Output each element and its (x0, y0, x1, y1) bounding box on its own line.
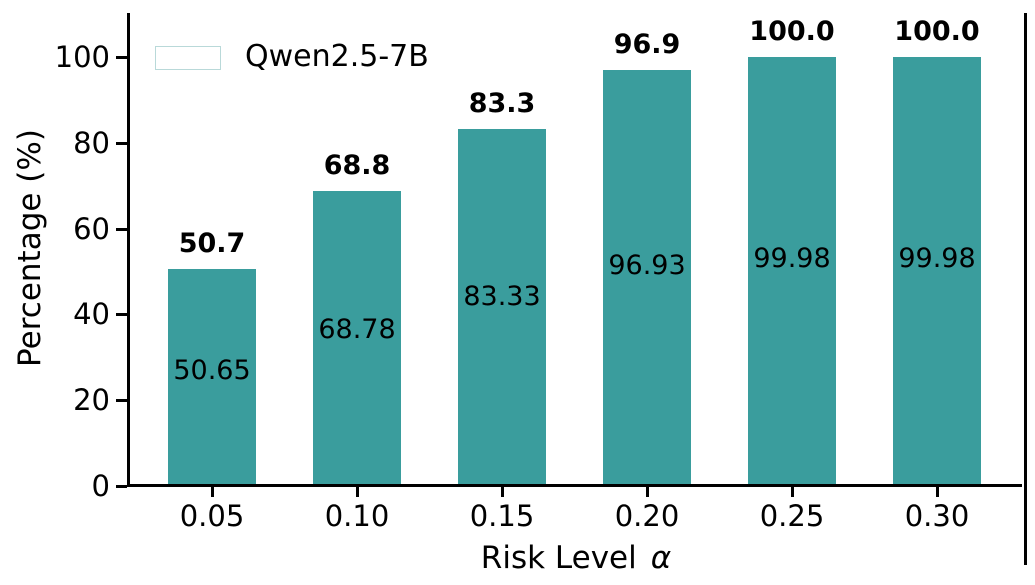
bar-inside-value-label: 99.98 (753, 242, 831, 274)
bar-value-label: 68.8 (323, 149, 391, 181)
y-tick-label: 20 (73, 383, 110, 418)
alpha-symbol: α (650, 540, 672, 576)
bar (748, 57, 836, 487)
x-tick-label: 0.20 (614, 499, 680, 533)
bar-inside-value-label: 96.93 (608, 249, 686, 281)
y-tick-label: 0 (91, 469, 110, 503)
x-tick-mark (936, 486, 939, 497)
bar-inside-value-label: 99.98 (898, 242, 976, 274)
bar-value-label: 100.0 (749, 16, 835, 48)
right-edge-line (1024, 13, 1027, 565)
bar (168, 268, 256, 487)
left-axis-spine (127, 13, 130, 487)
y-tick-mark (116, 141, 127, 145)
x-axis-title: Risk Level α (481, 540, 671, 576)
x-tick-mark (501, 486, 504, 497)
y-axis-title: Percentage (%) (12, 129, 48, 367)
y-tick-mark (116, 227, 127, 231)
bar-value-label: 83.3 (468, 87, 536, 119)
legend-label: Qwen2.5-7B (245, 39, 429, 74)
y-tick-mark (116, 399, 127, 403)
bar-value-label: 96.9 (613, 29, 681, 61)
bar (313, 190, 401, 487)
y-tick-mark (116, 56, 127, 59)
x-tick-mark (211, 486, 214, 497)
bar (893, 57, 981, 487)
x-tick-label: 0.05 (179, 499, 245, 533)
x-axis-title-text: Risk Level (480, 540, 637, 576)
y-tick-mark (116, 313, 127, 317)
y-tick-mark (116, 485, 127, 488)
y-tick-label: 60 (73, 211, 110, 246)
bar-inside-value-label: 50.65 (173, 354, 251, 386)
bar-value-label: 50.7 (178, 227, 246, 259)
x-tick-label: 0.25 (759, 499, 825, 533)
legend: Qwen2.5-7B (155, 40, 429, 74)
y-tick-label: 100 (54, 40, 110, 74)
x-tick-mark (646, 486, 649, 497)
x-tick-label: 0.10 (324, 499, 390, 533)
bar-inside-value-label: 68.78 (318, 313, 396, 345)
bar-inside-value-label: 83.33 (463, 280, 541, 312)
bar (458, 128, 546, 487)
x-tick-mark (791, 486, 794, 497)
x-tick-mark (356, 486, 359, 497)
bottom-axis-spine (127, 484, 1022, 487)
x-tick-label: 0.15 (469, 499, 535, 533)
x-tick-label: 0.30 (904, 499, 970, 533)
y-tick-label: 80 (73, 125, 110, 160)
y-tick-label: 40 (73, 297, 110, 332)
legend-swatch-icon (155, 46, 221, 70)
bar (603, 70, 691, 487)
bar-value-label: 100.0 (894, 16, 980, 48)
